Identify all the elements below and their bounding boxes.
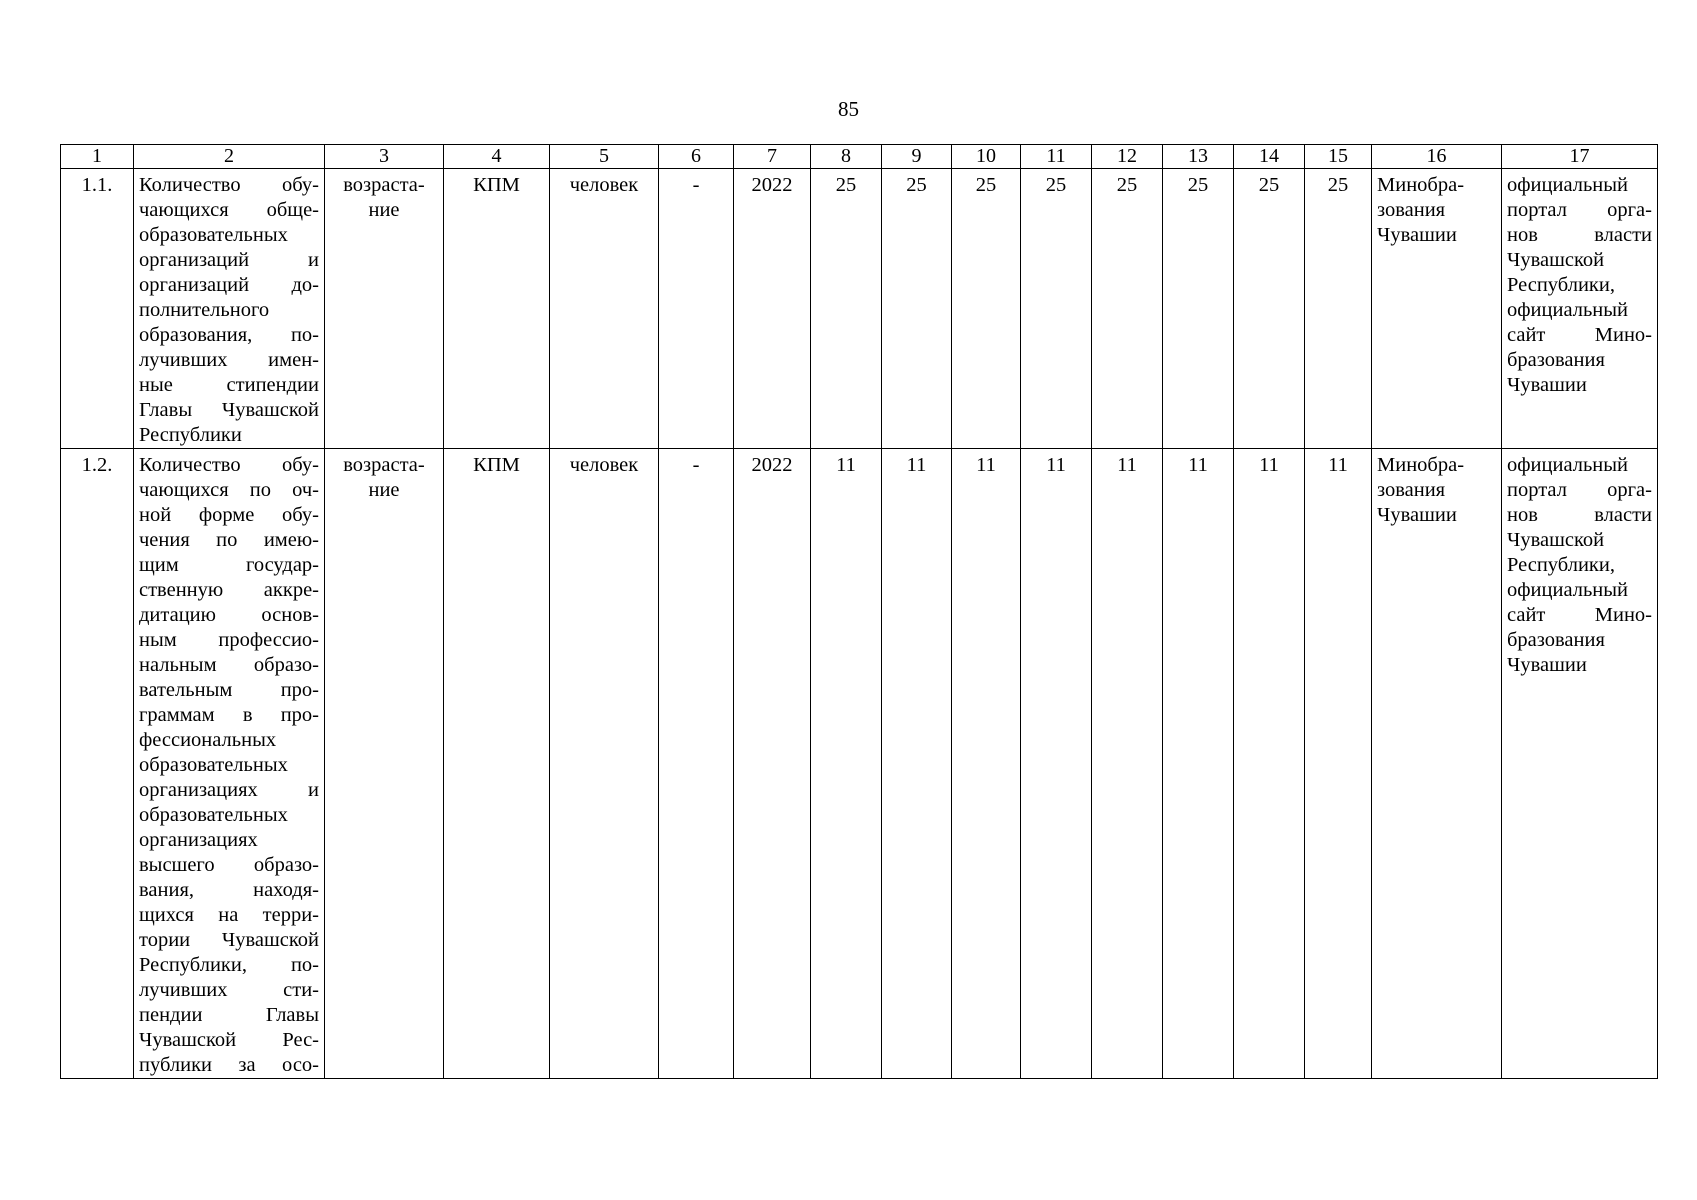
header-cell-16: 16	[1371, 144, 1502, 169]
cell-dash: -	[658, 448, 734, 1079]
cell-trend: возраста-ние	[324, 168, 444, 449]
header-cell-14: 14	[1233, 144, 1305, 169]
cell-indicator-name: Количество обу-чающихся по оч-ной форме …	[133, 448, 325, 1079]
header-cell-13: 13	[1162, 144, 1234, 169]
indicators-table: 1 2 3 4 5 6 7 8 9 10 11 12 13 14 15 16 1…	[60, 144, 1658, 1079]
header-cell-10: 10	[951, 144, 1021, 169]
cell-value: 11	[1162, 448, 1234, 1079]
cell-value: 11	[810, 448, 882, 1079]
cell-value: 25	[1020, 168, 1092, 449]
source-text: официальный портал орга-нов власти Чувашск…	[1507, 454, 1652, 676]
cell-method: КПМ	[443, 448, 550, 1079]
cell-value: 25	[951, 168, 1021, 449]
table-row: 1.2. Количество обу-чающихся по оч-ной ф…	[60, 448, 1658, 1079]
indicator-name-text: Количество обу-чающихся по оч-ной форме …	[139, 454, 319, 1076]
cell-value: 25	[1091, 168, 1163, 449]
responsible-text: Минобра-зования Чувашии	[1377, 174, 1465, 246]
cell-responsible: Минобра-зования Чувашии	[1371, 448, 1502, 1079]
cell-base-year: 2022	[733, 168, 811, 449]
cell-responsible: Минобра-зования Чувашии	[1371, 168, 1502, 449]
cell-value: 11	[1233, 448, 1305, 1079]
cell-value: 11	[1020, 448, 1092, 1079]
header-cell-17: 17	[1501, 144, 1658, 169]
cell-value: 25	[1304, 168, 1372, 449]
trend-text: возраста-ние	[343, 174, 425, 221]
header-cell-12: 12	[1091, 144, 1163, 169]
cell-unit: человек	[549, 448, 659, 1079]
cell-value: 11	[1091, 448, 1163, 1079]
responsible-text: Минобра-зования Чувашии	[1377, 454, 1465, 526]
cell-value: 25	[881, 168, 952, 449]
cell-value: 25	[1233, 168, 1305, 449]
cell-dash: -	[658, 168, 734, 449]
cell-unit: человек	[549, 168, 659, 449]
indicator-name-text: Количество обу-чающихся обще-образовател…	[139, 174, 319, 446]
header-cell-8: 8	[810, 144, 882, 169]
header-cell-4: 4	[443, 144, 550, 169]
cell-value: 25	[810, 168, 882, 449]
cell-value: 11	[1304, 448, 1372, 1079]
header-cell-1: 1	[60, 144, 134, 169]
page-number: 85	[838, 97, 859, 121]
cell-source: официальный портал орга-нов власти Чувашск…	[1501, 168, 1658, 449]
header-cell-15: 15	[1304, 144, 1372, 169]
cell-method: КПМ	[443, 168, 550, 449]
table-header-row: 1 2 3 4 5 6 7 8 9 10 11 12 13 14 15 16 1…	[60, 144, 1658, 169]
header-cell-6: 6	[658, 144, 734, 169]
header-cell-11: 11	[1020, 144, 1092, 169]
cell-base-year: 2022	[733, 448, 811, 1079]
cell-row-number: 1.2.	[60, 448, 134, 1079]
header-cell-7: 7	[733, 144, 811, 169]
cell-indicator-name: Количество обу-чающихся обще-образовател…	[133, 168, 325, 449]
header-cell-3: 3	[324, 144, 444, 169]
cell-value: 25	[1162, 168, 1234, 449]
cell-trend: возраста-ние	[324, 448, 444, 1079]
source-text: официальный портал орга-нов власти Чувашск…	[1507, 174, 1652, 396]
header-cell-2: 2	[133, 144, 325, 169]
cell-value: 11	[951, 448, 1021, 1079]
cell-row-number: 1.1.	[60, 168, 134, 449]
cell-value: 11	[881, 448, 952, 1079]
header-cell-9: 9	[881, 144, 952, 169]
table-row: 1.1. Количество обу-чающихся обще-образо…	[60, 168, 1658, 449]
cell-source: официальный портал орга-нов власти Чувашск…	[1501, 448, 1658, 1079]
trend-text: возраста-ние	[343, 454, 425, 501]
header-cell-5: 5	[549, 144, 659, 169]
